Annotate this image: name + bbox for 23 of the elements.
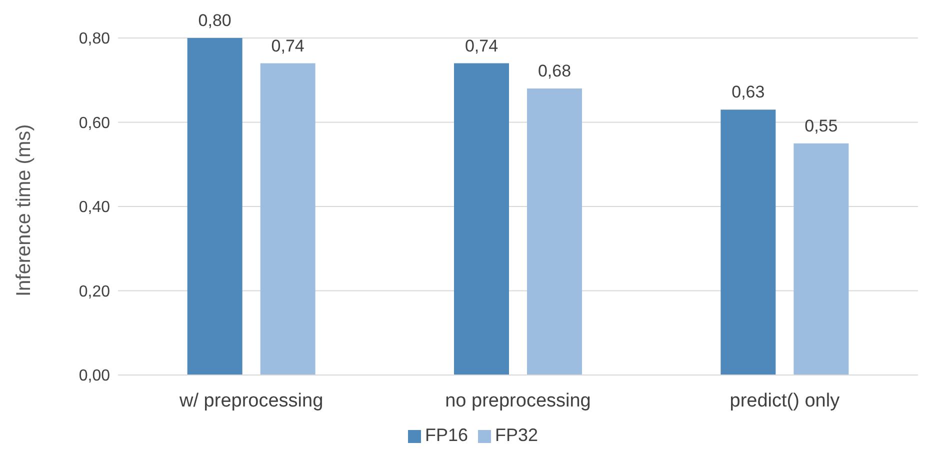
y-tick-label: 0,20 [78, 283, 110, 300]
bar [794, 143, 849, 375]
x-tick-label: w/ preprocessing [178, 390, 324, 412]
data-label: 0,74 [464, 36, 498, 56]
bar [260, 63, 316, 375]
bar [454, 63, 509, 375]
x-tick-label: no preprocessing [445, 390, 591, 412]
data-label: 0,80 [198, 11, 232, 30]
y-tick-label: 0,60 [78, 114, 110, 132]
bar [527, 88, 582, 375]
legend-label: FP32 [495, 425, 538, 445]
y-tick-label: 0,00 [78, 368, 110, 385]
data-label: 0,63 [732, 82, 765, 102]
y-tick-label: 0,40 [78, 199, 110, 216]
data-label: 0,74 [271, 36, 304, 56]
data-label: 0,55 [804, 116, 838, 136]
legend-label: FP16 [424, 425, 468, 445]
bar [187, 38, 242, 375]
y-axis-title: Inference time (ms) [13, 124, 36, 296]
bar [720, 110, 776, 375]
data-label: 0,68 [538, 62, 572, 81]
x-tick-label: predict() only [730, 390, 840, 412]
y-tick-label: 0,80 [78, 30, 110, 48]
